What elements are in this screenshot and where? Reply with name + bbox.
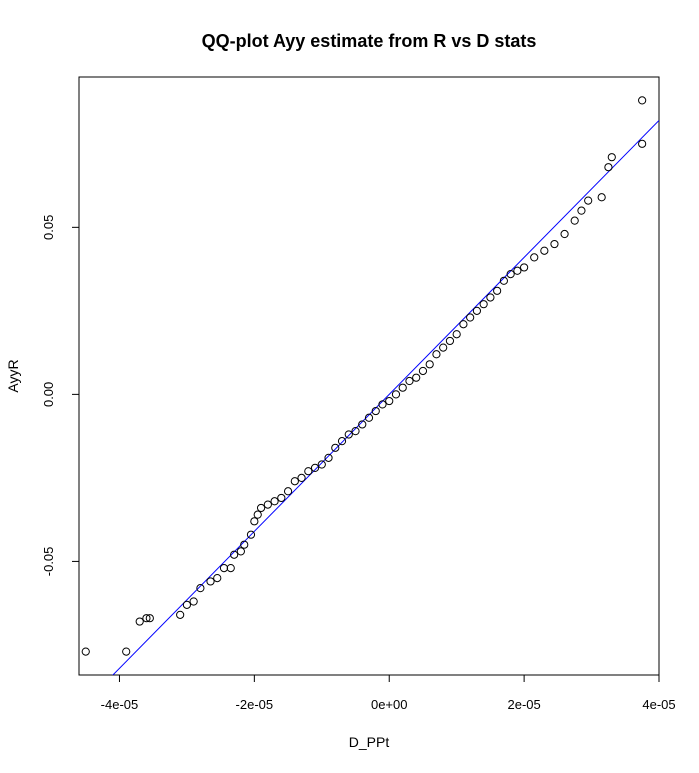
data-point — [638, 96, 647, 105]
data-point — [499, 276, 508, 285]
data-point — [520, 263, 529, 272]
data-point — [230, 550, 239, 559]
data-point — [638, 139, 647, 148]
plot-frame — [78, 76, 660, 676]
data-point — [135, 617, 144, 626]
data-point — [550, 239, 559, 249]
data-point — [196, 584, 205, 593]
data-point — [189, 597, 198, 606]
data-point — [486, 293, 495, 302]
data-point — [304, 467, 313, 476]
data-point — [310, 463, 320, 472]
data-point — [324, 453, 333, 462]
data-point — [371, 406, 380, 416]
reference-line — [112, 120, 659, 675]
data-point — [250, 517, 259, 526]
data-point — [240, 540, 249, 549]
data-point — [344, 430, 353, 439]
data-point — [391, 390, 401, 399]
data-point — [452, 330, 461, 339]
data-point — [206, 577, 215, 586]
data-point — [418, 366, 428, 376]
data-point — [540, 246, 549, 255]
data-point — [246, 530, 256, 539]
reference-line-group — [112, 120, 659, 675]
data-point — [479, 300, 488, 309]
data-point — [358, 420, 367, 429]
data-point — [182, 600, 192, 609]
x-tick-label: 4e-05 — [642, 697, 675, 712]
data-point — [270, 497, 279, 506]
data-point — [378, 400, 387, 409]
data-point — [513, 266, 522, 275]
data-point — [398, 383, 407, 392]
x-tick-label: -2e-05 — [236, 697, 274, 712]
data-point — [364, 413, 374, 422]
chart-title: QQ-plot Ayy estimate from R vs D stats — [202, 31, 537, 51]
x-axis: -4e-05 -2e-05 0e+00 2e-05 4e-05 — [101, 675, 676, 712]
y-tick-label: -0.05 — [41, 547, 56, 577]
data-point — [439, 343, 448, 352]
data-point — [317, 460, 326, 469]
data-point — [337, 437, 347, 446]
x-axis-label: D_PPt — [349, 734, 390, 750]
data-point — [459, 320, 468, 329]
y-axis-label: AyyR — [5, 359, 21, 392]
data-point — [445, 336, 455, 346]
data-point — [297, 473, 306, 482]
x-tick-label: 0e+00 — [371, 697, 408, 712]
data-point — [226, 563, 235, 573]
data-point — [145, 614, 154, 623]
data-point — [290, 477, 299, 486]
data-point — [597, 193, 606, 202]
data-point — [570, 216, 579, 225]
y-axis: -0.05 0.00 0.05 — [41, 215, 79, 577]
data-point — [577, 206, 586, 215]
data-point — [466, 313, 475, 322]
data-point — [253, 510, 262, 519]
data-point — [81, 647, 90, 656]
data-point — [385, 396, 394, 406]
data-point — [256, 503, 266, 513]
data-point — [351, 427, 360, 436]
y-tick-label: 0.05 — [41, 215, 56, 240]
data-point — [560, 229, 569, 239]
points-group — [81, 96, 647, 656]
data-point — [506, 270, 515, 279]
data-point — [236, 547, 245, 556]
y-tick-label: 0.00 — [41, 382, 56, 407]
data-point — [122, 647, 131, 656]
data-point — [493, 286, 502, 295]
data-point — [219, 563, 229, 573]
data-point — [176, 610, 185, 619]
data-point — [412, 373, 421, 382]
data-point — [277, 493, 286, 503]
data-point — [263, 500, 272, 509]
data-point — [283, 487, 293, 496]
data-point — [607, 153, 616, 162]
data-point — [331, 443, 340, 452]
data-point — [432, 350, 441, 359]
data-point — [604, 163, 613, 172]
data-point — [213, 574, 222, 583]
data-point — [584, 196, 593, 205]
x-tick-label: -4e-05 — [101, 697, 139, 712]
data-point — [425, 360, 434, 369]
data-point — [142, 614, 151, 623]
data-point — [472, 306, 482, 315]
x-tick-label: 2e-05 — [507, 697, 540, 712]
data-point — [530, 253, 539, 262]
data-point — [405, 376, 414, 386]
